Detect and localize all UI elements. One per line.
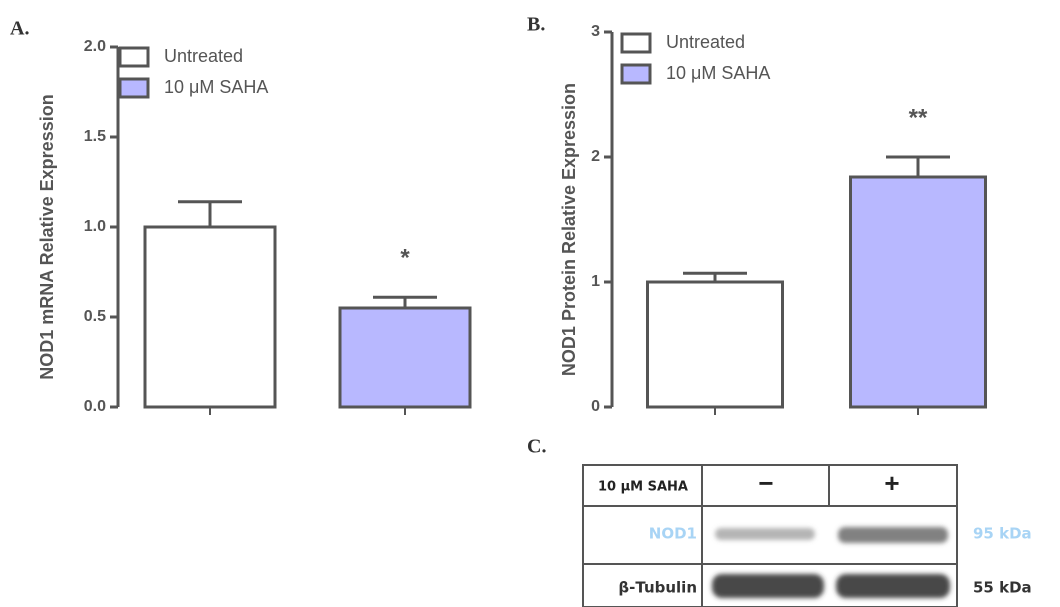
blot-header: 10 μM SAHA (598, 480, 688, 495)
figure: A. B. C. 10 μM SAHA − + NOD1 95 kDa β-Tu… (0, 0, 1060, 607)
panel-label: C. (527, 436, 546, 458)
panel-label: A. (10, 18, 29, 40)
band (838, 527, 948, 543)
bar (145, 227, 275, 407)
blot-row-label: NOD1 (649, 525, 697, 543)
legend-label: Untreated (666, 32, 745, 52)
blot-header: − (758, 468, 773, 498)
y-tick-label: 1.5 (84, 128, 106, 145)
y-tick-label: 3 (591, 23, 600, 40)
blot-size: 55 kDa (973, 579, 1032, 597)
y-tick-label: 2 (591, 148, 600, 165)
y-tick-label: 1.0 (84, 218, 106, 235)
band (715, 528, 815, 540)
y-tick-label: 1 (591, 273, 600, 290)
band (836, 574, 950, 598)
bar (648, 282, 783, 407)
y-axis-title: NOD1 mRNA Relative Expression (37, 94, 57, 379)
legend-label: 10 μM SAHA (666, 63, 770, 83)
bands (712, 527, 950, 598)
band (712, 574, 824, 598)
blot-size: 95 kDa (973, 525, 1032, 543)
legend-swatch (120, 79, 148, 97)
significance: ** (909, 104, 928, 131)
blot-header: + (884, 468, 899, 498)
bar (851, 177, 986, 407)
y-tick-label: 0.0 (84, 398, 106, 415)
legend-label: 10 μM SAHA (164, 77, 268, 97)
legend-label: Untreated (164, 46, 243, 66)
y-axis-title: NOD1 Protein Relative Expression (559, 83, 579, 376)
legend-swatch (120, 48, 148, 66)
y-tick-label: 0 (591, 398, 600, 415)
panel-label: B. (527, 14, 545, 36)
y-tick-label: 0.5 (84, 308, 106, 325)
y-tick-label: 2.0 (84, 38, 106, 55)
bar (340, 308, 470, 407)
blot-row-label: β-Tubulin (618, 579, 697, 597)
significance: * (400, 245, 410, 272)
legend-swatch (622, 65, 650, 83)
legend-swatch (622, 34, 650, 52)
